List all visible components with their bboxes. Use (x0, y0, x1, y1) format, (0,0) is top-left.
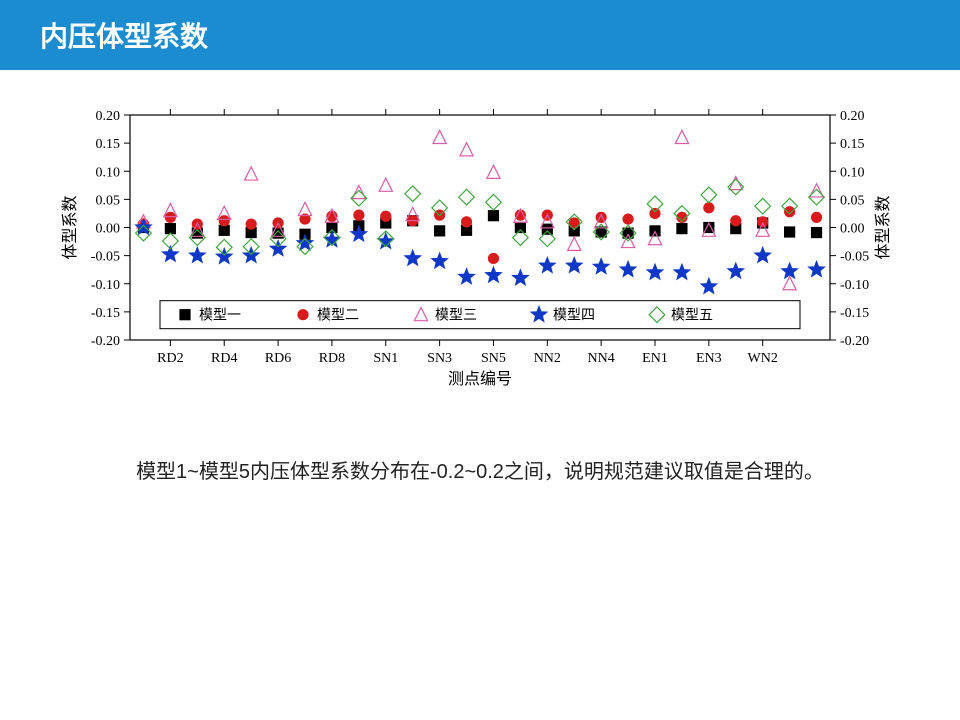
svg-text:-0.10: -0.10 (840, 278, 869, 293)
svg-text:0.15: 0.15 (96, 137, 121, 152)
svg-text:模型二: 模型二 (317, 307, 359, 323)
svg-text:WN2: WN2 (748, 351, 778, 366)
svg-text:0.20: 0.20 (840, 109, 865, 124)
svg-text:RD8: RD8 (319, 351, 345, 366)
svg-text:-0.10: -0.10 (91, 278, 120, 293)
svg-text:SN5: SN5 (481, 351, 506, 366)
svg-text:-0.20: -0.20 (840, 334, 869, 349)
svg-text:0.10: 0.10 (840, 165, 865, 180)
svg-text:测点编号: 测点编号 (448, 370, 512, 388)
chart-container: -0.20 -0.20 -0.15 -0.15 -0.10 -0.10 -0.05 -0.05… (55, 105, 905, 405)
svg-text:0.20: 0.20 (96, 109, 121, 124)
svg-text:0.00: 0.00 (96, 222, 121, 237)
svg-text:0.05: 0.05 (840, 193, 865, 208)
caption-text: 模型1~模型5内压体型系数分布在-0.2~0.2之间，说明规范建议取值是合理的。 (0, 455, 960, 484)
svg-text:RD2: RD2 (157, 351, 183, 366)
svg-text:-0.20: -0.20 (91, 334, 120, 349)
slide-header: 内压体型系数 (0, 0, 960, 70)
slide-title: 内压体型系数 (40, 15, 208, 55)
svg-text:SN1: SN1 (373, 351, 398, 366)
svg-text:RD6: RD6 (265, 351, 291, 366)
svg-text:NN2: NN2 (534, 351, 561, 366)
svg-text:RD4: RD4 (211, 351, 237, 366)
svg-text:NN4: NN4 (588, 351, 615, 366)
svg-text:0.10: 0.10 (96, 165, 121, 180)
svg-text:0.15: 0.15 (840, 137, 865, 152)
svg-text:0.05: 0.05 (96, 193, 121, 208)
scatter-chart: -0.20 -0.20 -0.15 -0.15 -0.10 -0.10 -0.05 -0.05… (55, 105, 905, 395)
svg-text:SN3: SN3 (427, 351, 452, 366)
svg-text:-0.15: -0.15 (840, 306, 869, 321)
svg-text:-0.05: -0.05 (91, 250, 120, 265)
svg-text:-0.05: -0.05 (840, 250, 869, 265)
svg-text:模型四: 模型四 (553, 307, 595, 323)
svg-text:-0.15: -0.15 (91, 306, 120, 321)
svg-text:0.00: 0.00 (840, 222, 865, 237)
svg-text:EN3: EN3 (696, 351, 722, 366)
svg-text:体型系数: 体型系数 (61, 195, 79, 259)
svg-text:模型三: 模型三 (435, 307, 477, 323)
svg-text:体型系数: 体型系数 (874, 195, 892, 259)
svg-text:模型五: 模型五 (671, 307, 713, 323)
svg-text:EN1: EN1 (642, 351, 668, 366)
svg-text:模型一: 模型一 (199, 307, 241, 323)
